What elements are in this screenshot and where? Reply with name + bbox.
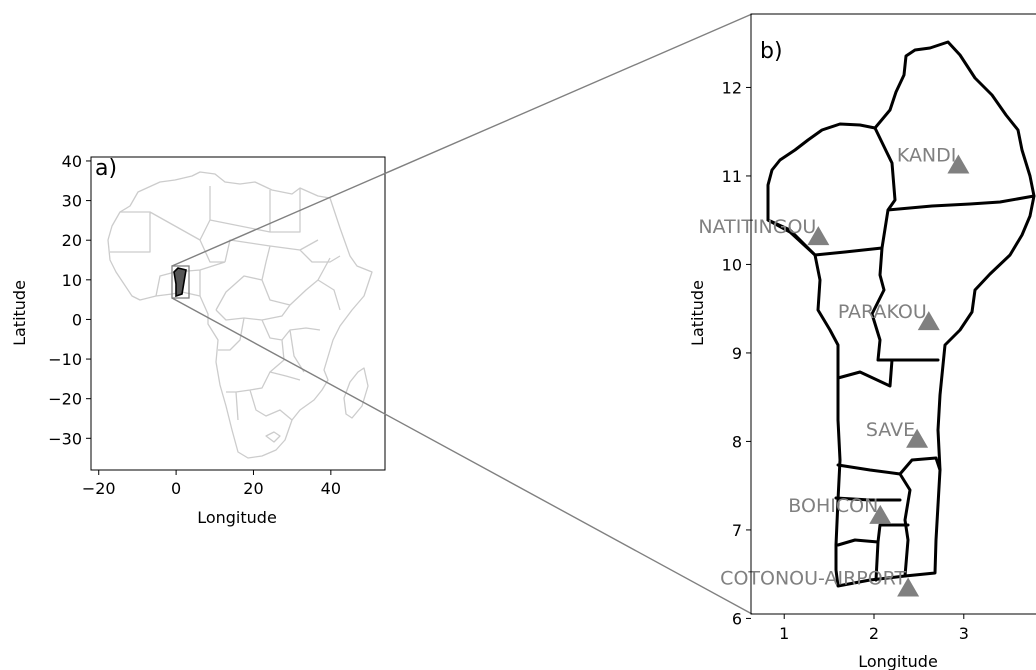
station-markers: KANDI NATITINGOU PARAKOU SAVE BOHICON COTONOU… bbox=[698, 144, 970, 597]
africa-coastline bbox=[107, 171, 373, 459]
y-tick-label: −30 bbox=[48, 429, 82, 448]
zoom-line-top bbox=[171, 13, 753, 267]
panel-a: a) −20 0 20 40 40 30 20 10 0 −10 −20 −30 Longitude… bbox=[10, 152, 386, 527]
panel-a-label: a) bbox=[95, 156, 117, 181]
panel-a-ylabel: Latitude bbox=[10, 280, 29, 346]
y-tick-label: 10 bbox=[62, 271, 82, 290]
y-tick-label: 12 bbox=[722, 78, 742, 97]
zoom-line-bottom bbox=[171, 297, 753, 615]
y-tick-label: 9 bbox=[732, 344, 742, 363]
panel-b-ylabel: Latitude bbox=[688, 280, 707, 346]
panel-b-x-ticks: 1 2 3 bbox=[779, 614, 969, 643]
x-tick-label: 20 bbox=[243, 479, 263, 498]
station-label: PARAKOU bbox=[838, 301, 927, 323]
y-tick-label: 8 bbox=[732, 432, 742, 451]
panel-b-label: b) bbox=[760, 39, 783, 64]
axes-frame-b bbox=[750, 13, 1036, 615]
x-tick-label: 1 bbox=[779, 624, 789, 643]
panel-a-y-ticks: 40 30 20 10 0 −10 −20 −30 bbox=[48, 152, 91, 448]
y-tick-label: 40 bbox=[62, 152, 82, 171]
benin-departments bbox=[766, 40, 1036, 588]
panel-b-xlabel: Longitude bbox=[858, 652, 938, 670]
zoom-box bbox=[171, 265, 190, 299]
y-tick-label: 10 bbox=[722, 255, 742, 274]
y-tick-label: 0 bbox=[72, 310, 82, 329]
y-tick-label: 7 bbox=[732, 521, 742, 540]
country-borders bbox=[110, 186, 341, 421]
station-label: BOHICON bbox=[788, 495, 878, 517]
lesotho bbox=[265, 431, 281, 443]
station-marker bbox=[897, 577, 920, 597]
x-tick-label: 2 bbox=[869, 624, 879, 643]
station-label: SAVE bbox=[866, 419, 915, 441]
y-tick-label: 20 bbox=[62, 231, 82, 250]
station-marker bbox=[906, 428, 929, 448]
station-marker bbox=[807, 226, 830, 246]
station-marker bbox=[869, 504, 892, 524]
station-label: COTONOU-AIRPORT bbox=[720, 567, 906, 589]
station-label: NATITINGOU bbox=[698, 216, 816, 238]
x-tick-label: 40 bbox=[321, 479, 341, 498]
dept-borders bbox=[766, 126, 1036, 582]
y-tick-label: −10 bbox=[48, 350, 82, 369]
panel-b: KANDI NATITINGOU PARAKOU SAVE BOHICON COTONOU… bbox=[688, 13, 1036, 670]
panel-a-xlabel: Longitude bbox=[197, 508, 277, 527]
x-tick-label: 0 bbox=[171, 479, 181, 498]
x-tick-label: −20 bbox=[82, 479, 116, 498]
panel-b-y-ticks: 12 11 10 9 8 7 6 bbox=[722, 78, 751, 628]
station-marker bbox=[917, 311, 940, 331]
x-tick-label: 3 bbox=[959, 624, 969, 643]
benin-outline bbox=[766, 40, 1036, 588]
panel-a-x-ticks: −20 0 20 40 bbox=[82, 470, 341, 498]
benin-highlight bbox=[173, 267, 187, 298]
station-marker bbox=[947, 154, 970, 174]
y-tick-label: 30 bbox=[62, 192, 82, 211]
axes-frame-a bbox=[90, 156, 386, 471]
y-tick-label: 6 bbox=[732, 609, 742, 628]
madagascar bbox=[343, 367, 369, 419]
y-tick-label: 11 bbox=[722, 167, 742, 186]
station-label: KANDI bbox=[897, 144, 957, 166]
y-tick-label: −20 bbox=[48, 390, 82, 409]
africa-map bbox=[107, 171, 373, 459]
